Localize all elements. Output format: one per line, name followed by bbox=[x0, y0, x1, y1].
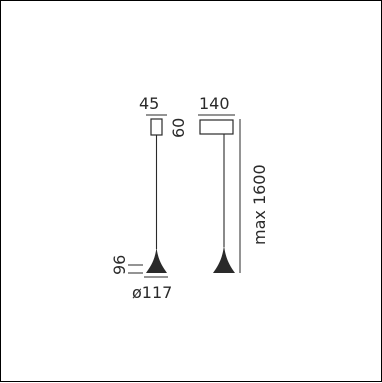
front-view bbox=[128, 114, 168, 278]
side-view bbox=[198, 114, 241, 273]
side-shade bbox=[213, 245, 235, 273]
max-length-label: max 1600 bbox=[250, 164, 269, 245]
side-width-label: 140 bbox=[199, 94, 230, 113]
shade-diameter-label: ø117 bbox=[132, 283, 172, 302]
shade-height-label: 96 bbox=[110, 255, 129, 275]
canopy-width-label: 45 bbox=[139, 94, 159, 113]
side-canopy bbox=[199, 119, 234, 135]
canopy-height-label: 60 bbox=[169, 118, 188, 138]
front-canopy bbox=[150, 118, 163, 136]
front-shade bbox=[146, 247, 167, 273]
